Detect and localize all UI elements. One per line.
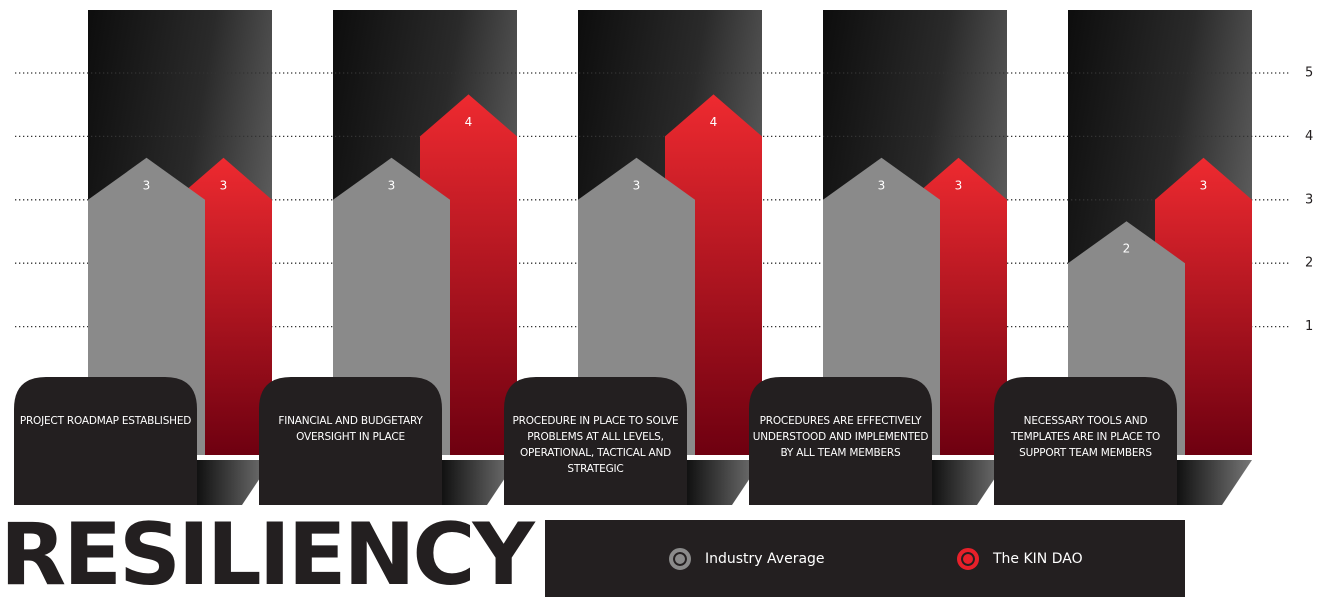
box-shadow (442, 460, 517, 505)
y-tick-label: 3 (1305, 192, 1313, 207)
category-label: PROCEDURE IN PLACE TO SOLVE PROBLEMS AT … (512, 415, 679, 475)
legend-swatch (957, 548, 979, 570)
legend-label: The KIN DAO (993, 551, 1083, 567)
y-tick-label: 1 (1305, 319, 1313, 334)
label-box (994, 377, 1177, 505)
value-label: 3 (633, 178, 641, 192)
title: RESILIENCY (0, 505, 535, 605)
value-label: 3 (143, 178, 151, 192)
value-label: 3 (1200, 178, 1208, 192)
value-label: 3 (388, 178, 396, 192)
y-tick-label: 5 (1305, 66, 1313, 81)
box-shadow (932, 460, 1007, 505)
legend-item: The KIN DAO (957, 548, 1083, 570)
y-tick-label: 4 (1305, 129, 1313, 144)
label-box (14, 377, 197, 505)
category-label: PROJECT ROADMAP ESTABLISHED (19, 415, 192, 427)
label-box (749, 377, 932, 505)
legend: Industry Average The KIN DAO (545, 520, 1185, 597)
value-label: 3 (955, 178, 963, 192)
y-tick-label: 2 (1305, 256, 1313, 271)
category-label: PROCEDURES ARE EFFECTIVELY UNDERSTOOD AN… (752, 415, 929, 459)
value-label: 4 (710, 115, 718, 129)
value-label: 4 (465, 115, 473, 129)
box-shadow (197, 460, 272, 505)
value-label: 2 (1123, 242, 1131, 256)
value-label: 3 (878, 178, 886, 192)
box-shadow (1177, 460, 1252, 505)
category-label: NECESSARY TOOLS AND TEMPLATES ARE IN PLA… (1010, 415, 1161, 459)
box-shadow (687, 460, 762, 505)
legend-swatch (669, 548, 691, 570)
legend-label: Industry Average (705, 551, 825, 567)
label-box (504, 377, 687, 505)
label-box (259, 377, 442, 505)
category-label: FINANCIAL AND BUDGETARY OVERSIGHT IN PLA… (278, 415, 423, 443)
legend-item: Industry Average (669, 548, 825, 570)
value-label: 3 (220, 178, 228, 192)
